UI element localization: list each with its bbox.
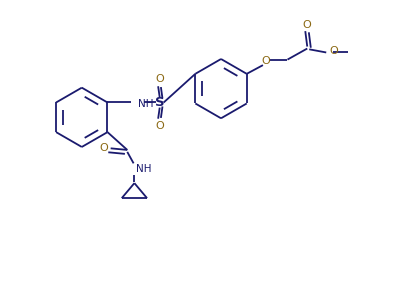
Text: S: S — [155, 96, 164, 109]
Text: O: O — [155, 121, 164, 131]
Text: O: O — [99, 143, 108, 153]
Text: NH: NH — [137, 99, 153, 109]
Text: O: O — [155, 74, 164, 84]
Text: O: O — [330, 46, 338, 56]
Text: O: O — [303, 20, 311, 30]
Text: NH: NH — [136, 164, 152, 174]
Text: O: O — [262, 56, 270, 66]
